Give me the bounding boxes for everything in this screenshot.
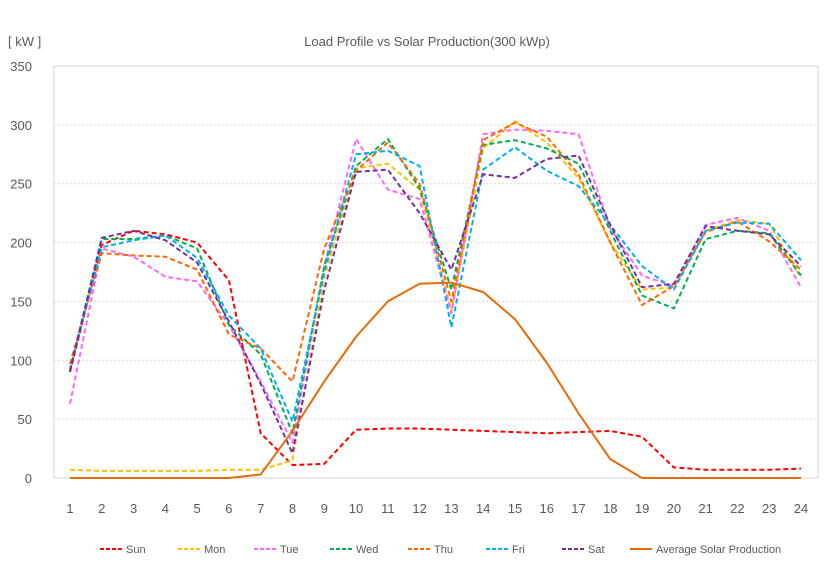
series-line-thu (69, 121, 802, 383)
legend-label: Thu (434, 544, 453, 556)
plot-area-border (53, 65, 819, 479)
legend-label: Sun (126, 544, 146, 556)
x-tick-label: 23 (762, 501, 776, 516)
x-tick-label: 13 (444, 501, 458, 516)
y-tick-label: 50 (18, 412, 32, 427)
legend-label: Average Solar Production (656, 544, 781, 556)
x-tick-label: 17 (571, 501, 585, 516)
series-line-wed (69, 137, 802, 435)
series-line-mon (69, 120, 802, 472)
legend-label: Mon (204, 544, 225, 556)
series-line-average-solar-production (70, 281, 801, 479)
legend-label: Fri (512, 544, 525, 556)
x-tick-label: 15 (508, 501, 522, 516)
series-line-tue (69, 128, 802, 444)
x-tick-label: 8 (289, 501, 296, 516)
x-tick-label: 21 (698, 501, 712, 516)
legend-label: Sat (588, 544, 605, 556)
x-tick-label: 6 (225, 501, 232, 516)
x-tick-label: 7 (257, 501, 264, 516)
x-tick-label: 2 (98, 501, 105, 516)
x-tick-label: 11 (381, 501, 395, 516)
series-line-sat (69, 154, 802, 455)
x-tick-label: 4 (162, 501, 169, 516)
x-tick-label: 24 (794, 501, 808, 516)
y-tick-label: 300 (10, 118, 32, 133)
x-tick-label: 14 (476, 501, 490, 516)
y-tick-label: 250 (10, 177, 32, 192)
x-tick-label: 1 (66, 501, 73, 516)
series-line-fri (69, 146, 802, 423)
x-tick-label: 18 (603, 501, 617, 516)
y-tick-label: 150 (10, 294, 32, 309)
legend-label: Wed (356, 544, 378, 556)
y-tick-label: 200 (10, 236, 32, 251)
x-tick-label: 19 (635, 501, 649, 516)
y-tick-label: 350 (10, 59, 32, 74)
x-tick-label: 20 (667, 501, 681, 516)
series-line-sun (69, 229, 802, 471)
x-tick-label: 22 (730, 501, 744, 516)
y-tick-label: 100 (10, 353, 32, 368)
x-tick-label: 16 (540, 501, 554, 516)
legend-label: Tue (280, 544, 299, 556)
x-tick-label: 5 (194, 501, 201, 516)
x-tick-label: 12 (412, 501, 426, 516)
y-tick-label: 0 (25, 471, 32, 486)
x-tick-label: 3 (130, 501, 137, 516)
x-tick-label: 10 (349, 501, 363, 516)
x-tick-label: 9 (321, 501, 328, 516)
y-axis-label: [ kW ] (8, 34, 41, 49)
chart-title: Load Profile vs Solar Production(300 kWp… (304, 34, 550, 49)
